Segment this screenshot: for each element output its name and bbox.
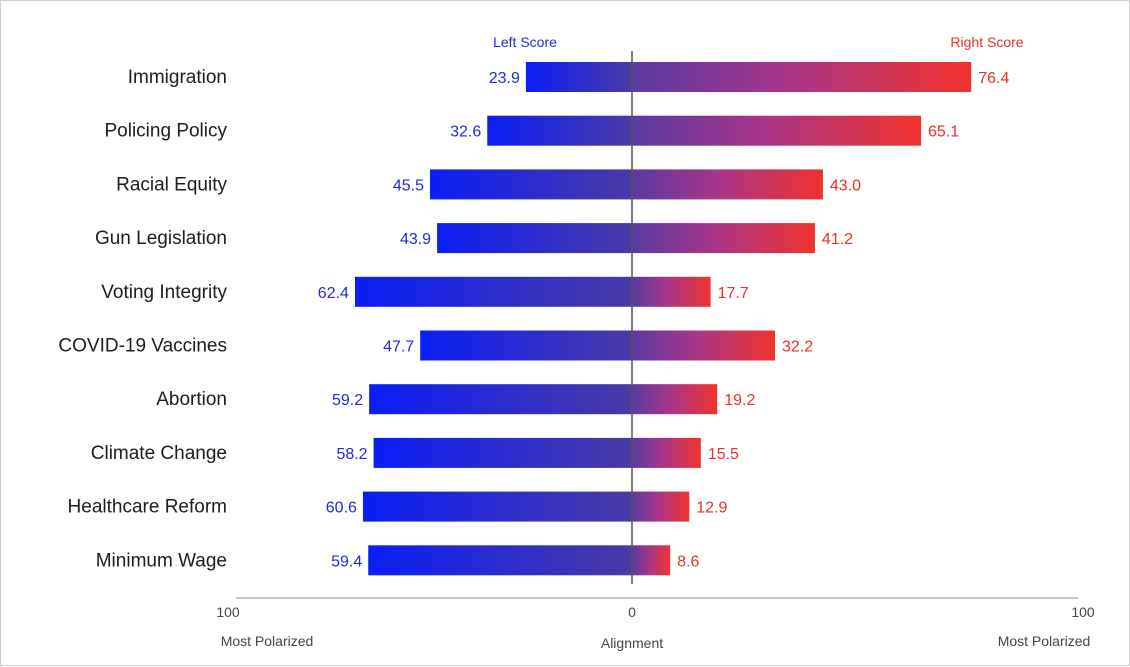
bar-right-score <box>632 330 775 361</box>
left-value-label: 32.6 <box>450 124 481 141</box>
right-value-label: 41.2 <box>822 231 853 248</box>
right-value-label: 76.4 <box>978 70 1009 87</box>
bar-left-score <box>369 384 632 415</box>
left-value-label: 59.2 <box>332 392 363 409</box>
left-score-header: Left Score <box>493 34 557 50</box>
tick-left: 100 <box>216 604 240 620</box>
axis-label-left: Most Polarized <box>221 633 314 649</box>
tick-right: 100 <box>1071 604 1095 620</box>
left-value-label: 45.5 <box>393 177 424 194</box>
bar-right-score <box>632 276 711 307</box>
left-value-label: 47.7 <box>383 339 414 356</box>
category-label: Climate Change <box>91 443 227 464</box>
category-label: Voting Integrity <box>101 282 227 303</box>
left-value-label: 60.6 <box>326 500 357 517</box>
category-label: Racial Equity <box>116 174 227 195</box>
category-label: Policing Policy <box>105 121 228 142</box>
bar-right-score <box>632 491 690 522</box>
right-value-label: 12.9 <box>696 500 727 517</box>
bar-left-score <box>437 223 632 254</box>
right-value-label: 19.2 <box>724 392 755 409</box>
left-value-label: 43.9 <box>400 231 431 248</box>
category-label: Minimum Wage <box>96 550 227 571</box>
right-value-label: 8.6 <box>677 553 699 570</box>
bar-right-score <box>632 169 823 200</box>
right-value-label: 17.7 <box>718 285 749 302</box>
bar-left-score <box>354 276 632 307</box>
bar-left-score <box>420 330 632 361</box>
category-label: Immigration <box>128 67 227 88</box>
left-value-label: 59.4 <box>331 553 362 570</box>
bar-left-score <box>373 437 632 468</box>
bar-right-score <box>632 62 972 92</box>
bar-left-score <box>525 62 632 92</box>
tick-center: 0 <box>628 604 636 620</box>
bar-left-score <box>487 115 632 146</box>
bar-right-score <box>632 223 815 254</box>
bar-left-score <box>429 169 632 200</box>
left-value-label: 62.4 <box>318 285 349 302</box>
right-value-label: 32.2 <box>782 339 813 356</box>
category-label: Abortion <box>156 389 227 410</box>
bar-right-score <box>632 384 718 415</box>
bar-right-score <box>632 437 701 468</box>
bar-right-score <box>632 545 671 576</box>
category-label: Gun Legislation <box>95 228 227 249</box>
right-value-label: 15.5 <box>708 446 739 463</box>
right-value-label: 65.1 <box>928 124 959 141</box>
left-value-label: 23.9 <box>489 70 520 87</box>
bar-left-score <box>362 491 632 522</box>
bar-left-score <box>368 545 632 576</box>
axis-label-center: Alignment <box>601 635 663 651</box>
right-value-label: 43.0 <box>830 177 861 194</box>
category-label: COVID-19 Vaccines <box>58 336 227 357</box>
bar-right-score <box>632 115 922 146</box>
axis-label-right: Most Polarized <box>998 633 1091 649</box>
left-value-label: 58.2 <box>336 446 367 463</box>
category-label: Healthcare Reform <box>68 497 227 518</box>
right-score-header: Right Score <box>950 34 1023 50</box>
